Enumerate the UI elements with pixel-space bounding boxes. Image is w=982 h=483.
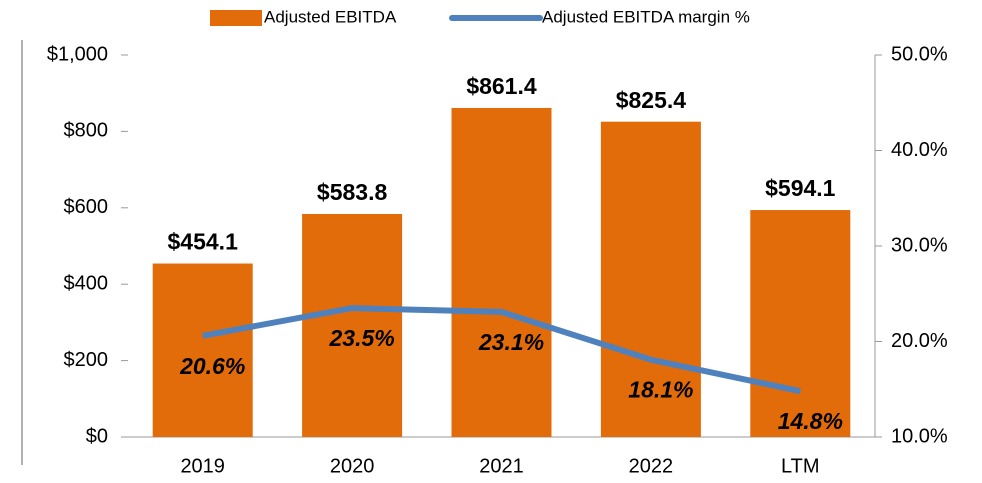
x-tick-label: 2020 [330,455,375,477]
bar-value-label: $583.8 [317,179,388,205]
y2-tick-label: 50.0% [891,43,948,65]
line-value-label: 20.6% [179,353,245,379]
line-value-label: 18.1% [628,377,693,403]
y-tick-label: $1,000 [47,43,108,65]
x-tick-label: LTM [781,455,820,477]
y-tick-label: $600 [64,196,109,218]
legend-swatch [210,10,262,26]
y2-tick-label: 30.0% [891,234,948,256]
line [202,305,801,395]
bar [152,263,253,437]
bar-value-label: $861.4 [466,73,537,99]
line-value-label: 14.8% [778,408,843,434]
y2-tick-label: 10.0% [891,425,948,447]
y2-tick-label: 40.0% [891,139,948,161]
y2-tick-label: 20.0% [891,330,948,352]
y-tick-label: $200 [64,349,109,371]
y-tick-label: $800 [64,120,109,142]
line-value-label: 23.1% [478,329,544,355]
x-tick-label: 2021 [479,455,524,477]
bar-value-label: $454.1 [168,229,239,255]
y-tick-label: $400 [64,272,109,294]
bar [600,121,701,437]
line-value-label: 23.5% [328,325,394,351]
bar-value-label: $594.1 [765,175,836,201]
bar [451,107,552,438]
legend-label: Adjusted EBITDA [264,7,397,26]
bar-value-label: $825.4 [616,87,687,113]
legend-label: Adjusted EBITDA margin % [542,7,750,26]
x-tick-label: 2019 [180,455,225,477]
y-tick-label: $0 [86,425,108,447]
x-tick-label: 2022 [629,455,674,477]
bar [302,213,403,437]
bar [750,210,851,437]
